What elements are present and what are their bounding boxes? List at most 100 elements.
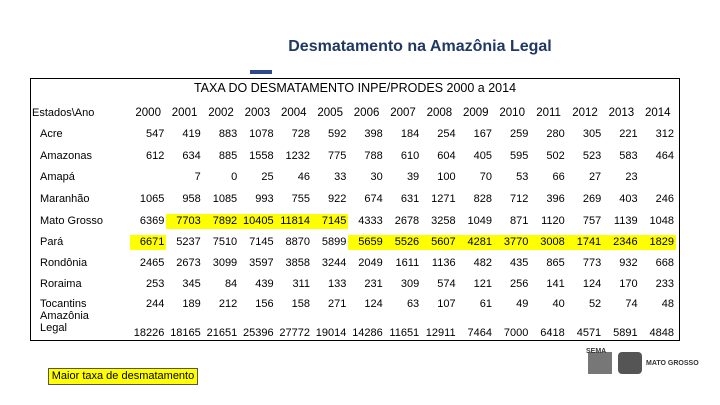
cell: 18226 [133,327,165,339]
row-label: Rondônia [40,257,88,269]
cell: 7892 [202,214,240,229]
cell: 773 [582,257,602,269]
cell: 53 [516,171,529,183]
cell: 583 [619,150,638,162]
cell: 1232 [285,150,310,162]
cell: 305 [582,128,602,140]
cell: 33 [334,171,347,183]
cell: 7145 [312,214,349,229]
cell: 269 [582,193,602,205]
cell: 8870 [285,236,310,248]
cell: 398 [364,128,383,140]
cell: 254 [437,128,456,140]
title-accent [250,70,272,74]
cell: 547 [146,128,165,140]
cell: 419 [182,128,201,140]
cell: 246 [655,193,674,205]
cell: 27 [588,171,602,183]
cell: 958 [182,193,201,205]
header-cell: 2013 [608,107,635,119]
cell: 5659 [348,235,385,250]
cell: 464 [655,150,674,162]
cell: 14286 [352,327,383,339]
cell: 19014 [315,327,347,339]
row-label: Amapá [40,171,75,183]
cell: 3770 [494,235,531,250]
header-cell: Estados\Ano [32,107,95,119]
cell: 674 [364,193,383,205]
cell: 7 [194,171,201,183]
cell: 922 [328,193,347,205]
cell: 1136 [431,257,456,269]
cell: 18165 [170,327,201,339]
cell: 39 [406,171,420,183]
cell: 52 [588,298,602,310]
cell: 170 [619,278,638,290]
cell: 883 [218,128,238,140]
cell: 253 [146,278,165,290]
cell: 21651 [206,327,238,339]
header-cell: 2003 [244,107,271,119]
cell: 309 [400,278,420,290]
cell: 70 [479,171,492,183]
cell: 3858 [285,257,310,269]
cell: 30 [370,171,383,183]
cell: 7510 [212,236,238,248]
cell: 865 [546,257,565,269]
cell: 63 [406,298,420,310]
row-label: Mato Grosso [40,215,103,227]
cell: 6369 [139,215,165,227]
cell: 712 [510,193,529,205]
cell: 167 [473,128,492,140]
cell: 1049 [467,215,492,227]
cell: 311 [292,278,310,290]
cell: 5899 [321,236,347,248]
cell: 100 [437,171,456,183]
cell: 574 [437,278,456,290]
cell: 1611 [395,257,420,269]
header-cell: 2011 [536,107,561,119]
cell: 604 [437,150,456,162]
cell: 244 [146,298,165,310]
cell: 482 [473,257,492,269]
cell: 212 [218,298,238,310]
cell: 1048 [649,215,674,227]
cell: 502 [546,150,565,162]
header-cell: 2001 [171,107,198,119]
header-cell: 2008 [426,107,453,119]
cell: 74 [625,298,638,310]
cell: 231 [364,278,383,290]
cell: 12911 [425,327,456,339]
cell: 49 [516,298,529,310]
header-cell: 2005 [317,107,343,119]
cell: 612 [146,150,165,162]
cell: 4281 [457,235,494,250]
row-label: Acre [40,128,63,140]
cell: 25396 [242,327,274,339]
cell: 3008 [530,235,567,250]
cell: 259 [510,128,529,140]
cell: 156 [255,298,274,310]
header-cell: 2009 [462,107,489,119]
cell: 3597 [249,257,274,269]
cell [130,170,166,185]
cell: 396 [546,193,565,205]
cell: 107 [437,298,456,310]
cell: 932 [619,257,638,269]
cell: 233 [655,278,674,290]
legend: Maior taxa de desmatamento [48,368,198,385]
cell: 4848 [649,327,674,339]
cell: 757 [582,215,602,227]
cell: 1139 [613,215,638,227]
cell: 631 [400,193,420,205]
cell: 3258 [431,215,456,227]
row-label: Roraima [40,278,82,290]
cell: 66 [552,171,565,183]
cell: 435 [510,257,529,269]
table-frame [30,78,680,341]
cell: 1120 [541,215,565,227]
row-label: Maranhão [40,193,90,205]
header-cell: 2004 [280,107,307,119]
cell: 2678 [394,215,420,227]
cell: 141 [546,278,565,290]
